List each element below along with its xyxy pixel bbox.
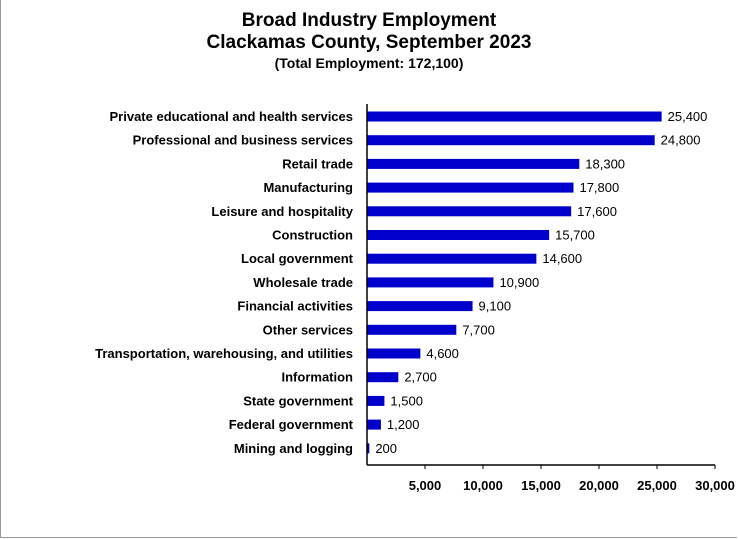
value-label: 24,800 (661, 133, 701, 148)
x-tick-label: 30,000 (695, 478, 735, 493)
bar (367, 372, 399, 383)
bar (367, 182, 574, 193)
bar (367, 206, 572, 217)
x-tick-label: 25,000 (637, 478, 677, 493)
chart-subtitle: Clackamas County, September 2023 (206, 32, 532, 53)
value-label: 9,100 (479, 299, 512, 314)
bar (367, 301, 473, 312)
value-label: 1,200 (387, 417, 420, 432)
x-tick-label: 20,000 (579, 478, 619, 493)
bar (367, 135, 655, 146)
value-label: 2,700 (404, 370, 437, 385)
value-label: 200 (375, 441, 397, 456)
value-label: 17,600 (577, 204, 617, 219)
category-label: Local government (241, 251, 354, 266)
bar (367, 277, 494, 288)
category-label: Other services (263, 322, 353, 337)
category-label: Mining and logging (234, 441, 353, 456)
bar (367, 111, 662, 122)
bar (367, 158, 580, 169)
category-label: Manufacturing (263, 180, 353, 195)
category-label: Private educational and health services (110, 109, 354, 124)
value-label: 25,400 (668, 109, 708, 124)
category-label: Construction (272, 228, 353, 243)
value-label: 4,600 (426, 346, 459, 361)
value-label: 10,900 (499, 275, 539, 290)
category-label: Retail trade (282, 156, 353, 171)
bar (367, 348, 421, 359)
value-label: 18,300 (585, 156, 625, 171)
bar (367, 419, 381, 430)
category-label: Financial activities (237, 299, 353, 314)
value-label: 15,700 (555, 228, 595, 243)
x-tick-label: 5,000 (409, 478, 442, 493)
category-label: Information (282, 370, 354, 385)
bar (367, 253, 537, 264)
category-label: Professional and business services (133, 133, 353, 148)
category-label: Transportation, warehousing, and utiliti… (95, 346, 353, 361)
value-label: 7,700 (462, 322, 495, 337)
bar (367, 443, 370, 454)
bar (367, 395, 385, 406)
category-label: Federal government (229, 417, 354, 432)
x-tick-label: 15,000 (521, 478, 561, 493)
category-label: Wholesale trade (253, 275, 353, 290)
x-tick-label: 10,000 (463, 478, 503, 493)
bar (367, 324, 457, 335)
value-label: 1,500 (390, 393, 423, 408)
category-label: State government (243, 393, 353, 408)
category-label: Leisure and hospitality (211, 204, 353, 219)
value-label: 17,800 (579, 180, 619, 195)
chart-note: (Total Employment: 172,100) (274, 55, 464, 71)
chart-title: Broad Industry Employment (241, 10, 497, 31)
bar (367, 230, 550, 240)
value-label: 14,600 (542, 251, 582, 266)
